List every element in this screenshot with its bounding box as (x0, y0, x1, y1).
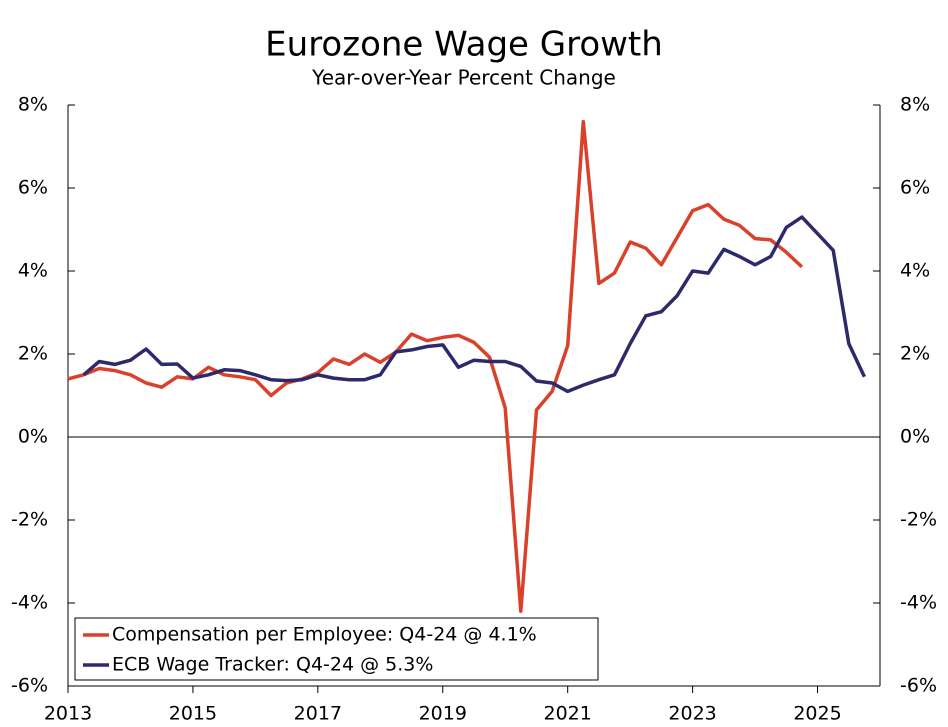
x-tick-label: 2013 (44, 703, 92, 725)
series-line (82, 215, 866, 394)
y-tick-label: 0% (18, 426, 48, 448)
y2-tick-label: 4% (900, 260, 930, 282)
y-tick-label: 8% (18, 94, 48, 116)
x-tick-label: 2021 (544, 703, 592, 725)
y-tick-label: -4% (11, 592, 48, 614)
series-line (67, 119, 804, 614)
y-tick-label: -6% (11, 675, 48, 697)
y-tick-label: 2% (18, 343, 48, 365)
y2-tick-label: -2% (900, 509, 937, 531)
y-tick-label: -2% (11, 509, 48, 531)
x-tick-label: 2017 (294, 703, 342, 725)
x-tick-label: 2015 (169, 703, 217, 725)
y-tick-label: 6% (18, 177, 48, 199)
chart-title: Eurozone Wage Growth (265, 25, 663, 65)
y2-tick-label: -6% (900, 675, 937, 697)
y2-tick-label: 8% (900, 94, 930, 116)
y2-tick-label: 2% (900, 343, 930, 365)
legend-box (74, 617, 599, 681)
y2-tick-label: -4% (900, 592, 937, 614)
chart-subtitle: Year-over-Year Percent Change (311, 66, 616, 90)
y2-tick-label: 6% (900, 177, 930, 199)
y2-tick-label: 0% (900, 426, 930, 448)
x-tick-label: 2025 (793, 703, 841, 725)
legend-label: ECB Wage Tracker: Q4-24 @ 5.3% (112, 654, 433, 676)
y-tick-label: 4% (18, 260, 48, 282)
legend-label: Compensation per Employee: Q4-24 @ 4.1% (112, 624, 537, 646)
x-tick-label: 2023 (668, 703, 716, 725)
x-tick-label: 2019 (419, 703, 467, 725)
